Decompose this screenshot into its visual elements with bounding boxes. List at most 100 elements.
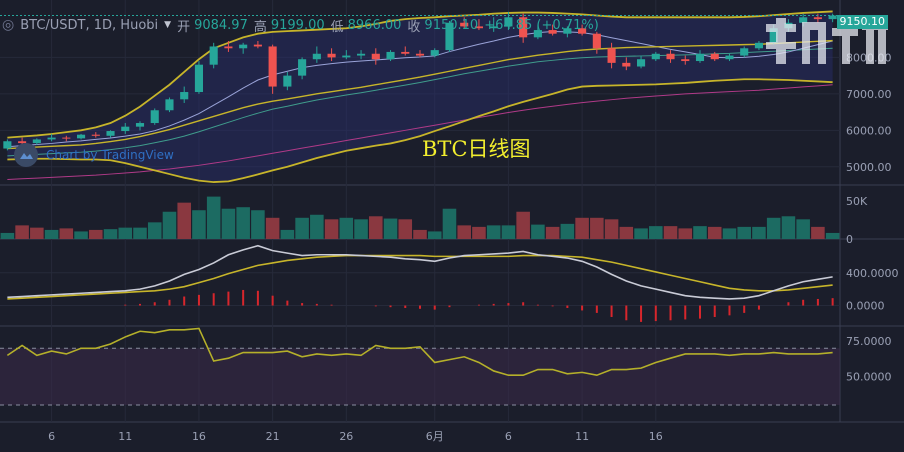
candle-body: [121, 126, 130, 132]
volume-bar: [15, 225, 29, 239]
volume-bar: [693, 226, 707, 239]
macd-histogram-bar: [139, 303, 141, 306]
candle-body: [710, 53, 719, 60]
candle-body: [489, 26, 498, 29]
volume-bar: [74, 231, 88, 239]
volume-bar: [295, 217, 309, 239]
candle-body: [415, 53, 425, 56]
candle-body: [194, 64, 203, 93]
macd-histogram-bar: [551, 305, 554, 307]
macd-histogram-bar: [699, 305, 701, 319]
x-tick-label-6: 6: [505, 430, 512, 443]
volume-bar: [133, 227, 147, 239]
macd-histogram-bar: [802, 299, 805, 306]
candle-body: [32, 139, 41, 144]
volume-bar: [781, 216, 796, 239]
volume-bar: [118, 227, 133, 239]
cloud-icon: [14, 143, 38, 167]
candle-body: [77, 134, 86, 139]
chevron-down-icon[interactable]: ▼: [164, 20, 172, 30]
candle-body: [165, 99, 174, 111]
rsi-band-fill: [0, 348, 840, 405]
candle-body: [342, 55, 351, 58]
macd-histogram-bar: [816, 298, 819, 306]
candle-body: [519, 17, 528, 38]
candle-body: [430, 50, 439, 56]
volume-bar: [0, 232, 15, 239]
volume-bar: [472, 226, 486, 239]
candle-body: [150, 110, 159, 124]
volume-bar: [604, 219, 619, 239]
macd-histogram-bar: [522, 302, 525, 306]
chart-annotation: BTC日线图: [422, 137, 531, 161]
last-price-badge: 9150.10: [836, 15, 888, 29]
volume-bar: [796, 219, 810, 239]
macd-histogram-bar: [743, 305, 746, 313]
macd-histogram-bar: [507, 303, 510, 306]
macd-histogram-bar: [787, 302, 790, 306]
macd-histogram-bar: [256, 290, 259, 306]
symbol-label[interactable]: BTC/USDT, 1D, Huobi: [20, 17, 159, 33]
tradingview-logo-text: Chart by TradingView: [46, 148, 174, 162]
candle-body: [298, 59, 307, 76]
macd-histogram-bar: [330, 304, 333, 306]
volume-bar: [678, 228, 693, 239]
open-label: 开: [177, 19, 191, 35]
volume-bar: [162, 211, 177, 239]
high-label: 高: [253, 19, 267, 35]
volume-bar: [634, 228, 648, 239]
low-label: 低: [330, 19, 344, 35]
volume-bar: [383, 218, 398, 239]
volume-bar: [752, 226, 766, 239]
volume-bar: [737, 226, 751, 239]
macd-line: [7, 244, 833, 300]
high-value: 9199.00: [270, 17, 325, 33]
ma-mid-line: [7, 47, 833, 157]
macd-histogram-bar: [197, 294, 200, 306]
macd-histogram-bar: [124, 304, 127, 306]
x-tick-label-7: 11: [575, 430, 589, 443]
macd-histogram-bar: [831, 298, 834, 306]
macd-histogram-bar: [448, 305, 451, 308]
candle-body: [607, 48, 616, 63]
volume-bar: [251, 210, 265, 239]
candle-body: [135, 123, 145, 127]
candle-body: [637, 59, 646, 67]
macd-histogram-bar: [536, 304, 539, 306]
volume-bar: [398, 219, 413, 239]
candle-body: [268, 46, 277, 87]
volume-bar: [427, 231, 442, 239]
candle-body: [725, 55, 734, 60]
volume-bar: [457, 225, 471, 239]
candle-body: [799, 17, 808, 23]
macd-histogram-bar: [374, 305, 377, 307]
volume-bar: [575, 217, 589, 239]
candle-body: [666, 53, 675, 60]
candle-body: [18, 141, 27, 144]
volume-bar: [89, 229, 103, 239]
tradingview-logo[interactable]: Chart by TradingView: [14, 143, 174, 167]
macd-histogram-bar: [640, 305, 643, 322]
volume-bar: [103, 229, 118, 239]
bollinger-middle-line: [7, 39, 833, 150]
volume-bar: [310, 214, 324, 239]
macd-histogram-bar: [566, 305, 569, 308]
x-tick-label-3: 21: [266, 430, 280, 443]
candle-body: [401, 51, 410, 54]
candle-body: [371, 53, 380, 60]
macd-histogram-bar: [433, 305, 436, 310]
volume-bar: [413, 229, 427, 239]
volume-tick-label-0: 50K: [846, 195, 868, 208]
candle-body: [474, 26, 483, 29]
volume-bar: [442, 208, 457, 239]
candle-body: [651, 53, 660, 60]
rsi-tick-label-0: 75.0000: [846, 335, 892, 348]
open-value: 9084.97: [194, 17, 248, 33]
settings-icon[interactable]: ◎: [2, 17, 15, 33]
macd-histogram-bar: [595, 305, 598, 313]
candle-body: [47, 137, 56, 140]
candle-body: [327, 53, 336, 58]
x-tick-label-8: 16: [649, 430, 663, 443]
